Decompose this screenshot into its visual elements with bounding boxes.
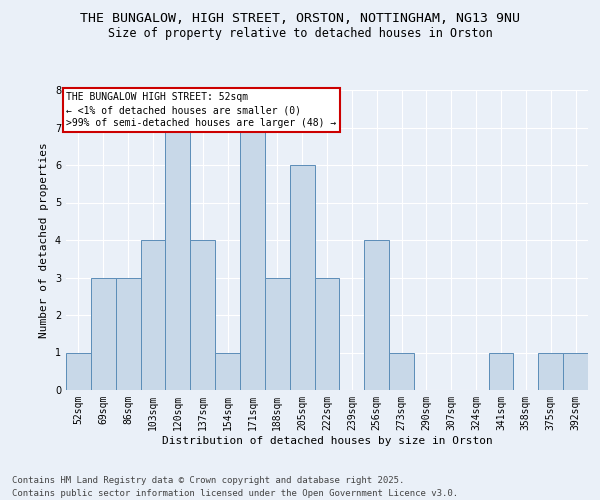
Y-axis label: Number of detached properties: Number of detached properties	[40, 142, 49, 338]
Bar	[66, 352, 91, 390]
Bar	[215, 352, 240, 390]
Bar	[91, 278, 116, 390]
Text: Contains HM Land Registry data © Crown copyright and database right 2025.
Contai: Contains HM Land Registry data © Crown c…	[12, 476, 458, 498]
Bar	[364, 240, 389, 390]
Bar	[290, 165, 314, 390]
Bar	[116, 278, 140, 390]
X-axis label: Distribution of detached houses by size in Orston: Distribution of detached houses by size …	[161, 436, 493, 446]
Bar	[314, 278, 340, 390]
Bar	[240, 128, 265, 390]
Bar	[265, 278, 290, 390]
Bar	[190, 240, 215, 390]
Text: THE BUNGALOW, HIGH STREET, ORSTON, NOTTINGHAM, NG13 9NU: THE BUNGALOW, HIGH STREET, ORSTON, NOTTI…	[80, 12, 520, 26]
Bar	[140, 240, 166, 390]
Bar	[538, 352, 563, 390]
Text: THE BUNGALOW HIGH STREET: 52sqm
← <1% of detached houses are smaller (0)
>99% of: THE BUNGALOW HIGH STREET: 52sqm ← <1% of…	[66, 92, 336, 128]
Bar	[389, 352, 414, 390]
Bar	[563, 352, 588, 390]
Bar	[488, 352, 514, 390]
Bar	[166, 128, 190, 390]
Text: Size of property relative to detached houses in Orston: Size of property relative to detached ho…	[107, 28, 493, 40]
